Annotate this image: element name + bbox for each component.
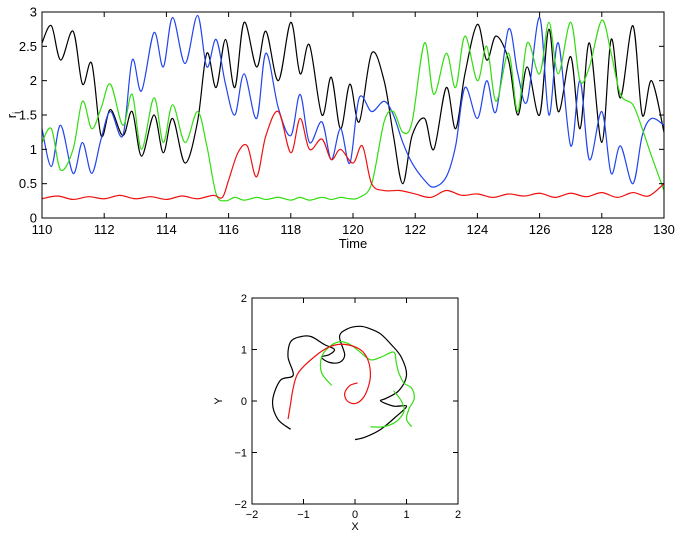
bottom-series-3 [287, 343, 372, 420]
x-tick-label: 114 [156, 222, 177, 237]
y-tick-label: −1 [234, 447, 247, 459]
x-tick-label: 128 [591, 222, 613, 237]
x-tick-label: 112 [94, 222, 115, 237]
top-series-3 [42, 19, 664, 202]
y-axis-label: ri [4, 112, 23, 119]
top-series-2 [42, 14, 664, 188]
top-series-4 [42, 110, 664, 201]
x-axis-label: Time [339, 236, 367, 251]
x-tick-label: 126 [529, 222, 551, 237]
x-axis-label: X [351, 521, 359, 533]
y-tick-label: 3 [30, 5, 37, 20]
y-tick-label: 0.5 [19, 176, 37, 191]
y-tick-label: 0 [30, 211, 37, 226]
x-tick-label: 122 [404, 222, 426, 237]
y-axis-label-subscript: i [12, 112, 23, 114]
y-tick-label: 0 [241, 396, 247, 408]
x-tick-label: 1 [403, 509, 409, 521]
y-axis-label: Y [213, 397, 225, 405]
x-tick-label: 110 [32, 222, 53, 237]
x-tick-label: 0 [352, 509, 358, 521]
x-tick-label: 124 [467, 222, 489, 237]
y-tick-label: 1 [241, 344, 247, 356]
trajectory-panel: −2 −1 0 1 2 −2 −1 0 1 2 X Y [213, 293, 461, 533]
bottom-series-4 [370, 390, 405, 428]
x-tick-label: 116 [218, 222, 239, 237]
x-tick-label: 2 [455, 509, 461, 521]
plot-area [271, 325, 415, 441]
top-series-1 [42, 21, 664, 185]
y-tick-label: 2 [30, 73, 37, 88]
time-series-panel: 110 112 114 116 118 120 122 124 126 128 130 0 0.5 1 1.… [4, 5, 675, 251]
plot-area [42, 14, 664, 202]
x-tick-label: 130 [653, 222, 675, 237]
y-tick-label: 1 [30, 142, 37, 157]
y-tick-label: 1.5 [19, 108, 37, 123]
x-tick-label: −2 [246, 509, 259, 521]
y-tick-label: 2 [241, 293, 247, 305]
x-tick-label: 120 [342, 222, 364, 237]
x-tick-label: −1 [297, 509, 310, 521]
x-tick-label: 118 [280, 222, 301, 237]
bottom-axes-box [251, 297, 459, 505]
y-tick-label: 2.5 [19, 39, 37, 54]
bottom-series-1 [271, 325, 408, 441]
y-tick-label: −2 [234, 499, 247, 511]
